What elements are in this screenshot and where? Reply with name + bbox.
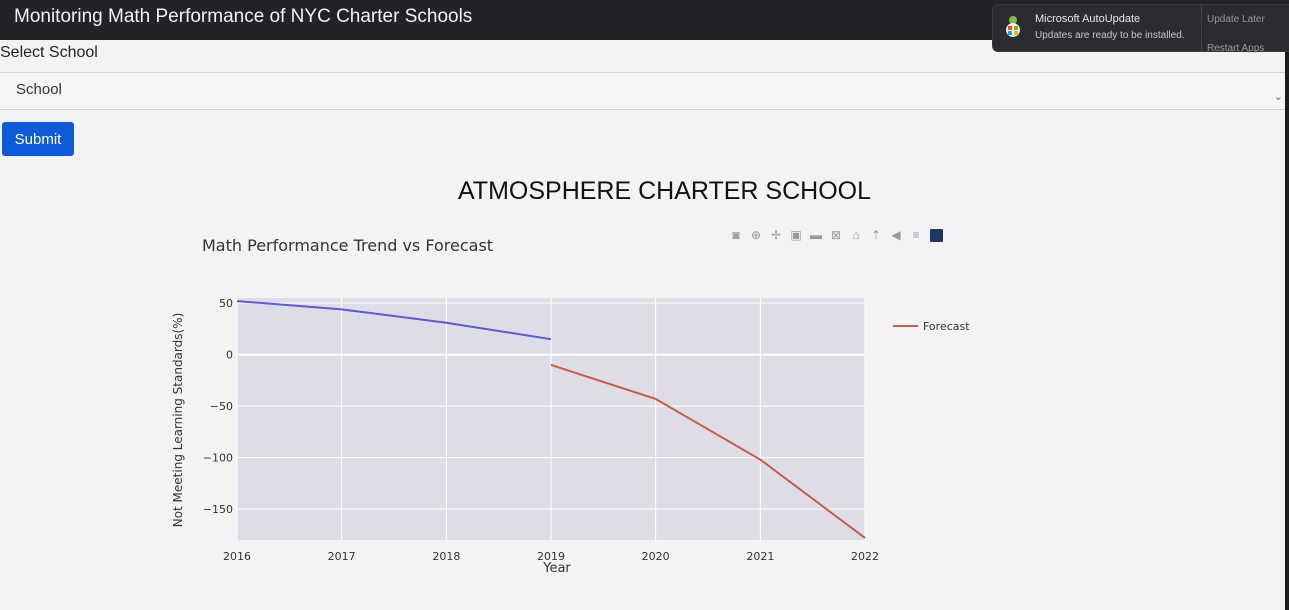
update-notification: Microsoft AutoUpdate Updates are ready t…	[992, 4, 1289, 54]
spike-lines-icon[interactable]: ⇡	[870, 228, 882, 242]
x-tick-label: 2019	[537, 550, 565, 563]
plotly-logo-icon[interactable]	[930, 229, 943, 242]
home-icon[interactable]: ⌂	[852, 228, 860, 242]
legend-forecast-label: Forecast	[923, 320, 970, 333]
autoupdate-icon	[1006, 16, 1020, 37]
chevron-down-icon[interactable]: ⌄	[1273, 91, 1283, 103]
camera-icon[interactable]: ◙	[732, 228, 740, 242]
y-axis: 50 0 −50 −100 −150	[203, 297, 233, 516]
autoscale-icon[interactable]: ⊠	[830, 228, 842, 242]
hover-compare-icon[interactable]: ≡	[912, 228, 920, 242]
x-tick-label: 2016	[223, 550, 251, 563]
zoom-in-icon[interactable]: ▣	[790, 228, 802, 242]
x-tick-label: 2021	[746, 550, 774, 563]
app-title: Monitoring Math Performance of NYC Chart…	[14, 6, 473, 27]
zoom-out-icon[interactable]: ▬	[810, 228, 822, 242]
x-axis-label: Year	[542, 561, 571, 576]
y-axis-label: Not Meeting Learning Standards(%)	[171, 313, 185, 528]
y-tick-label: −100	[203, 452, 233, 465]
hover-closest-icon[interactable]: ◀	[891, 228, 901, 242]
school-dropdown-value: School	[16, 81, 62, 98]
line-chart[interactable]: 2016 2017 2018 2019 2020 2021 2022 50 0 −50 −100 −…	[160, 280, 1000, 580]
y-tick-label: −150	[203, 503, 233, 516]
chart-title: Math Performance Trend vs Forecast	[202, 236, 494, 255]
legend[interactable]: Forecast	[893, 320, 970, 333]
x-tick-label: 2017	[328, 550, 356, 563]
notification-body: Updates are ready to be installed.	[1035, 30, 1185, 41]
y-tick-label: 50	[219, 297, 233, 310]
restart-apps-button[interactable]: Restart Apps	[1207, 43, 1265, 54]
pan-icon[interactable]: ✛	[770, 228, 782, 242]
grid-lines	[236, 298, 866, 540]
x-tick-label: 2018	[432, 550, 460, 563]
notification-divider	[1201, 5, 1202, 51]
main-page: Select School School ⌄ Submit ATMOSPHERE…	[0, 40, 1285, 610]
x-tick-label: 2020	[642, 550, 670, 563]
submit-button[interactable]: Submit	[2, 122, 74, 156]
history-series-line[interactable]	[236, 300, 552, 341]
select-school-label: Select School	[0, 44, 98, 61]
series-lines	[236, 300, 866, 539]
zoom-icon[interactable]: ⊕	[750, 228, 762, 242]
chart-modebar: ◙ ⊕ ✛ ▣ ▬ ⊠ ⌂ ⇡ ◀ ≡	[730, 228, 943, 245]
forecast-series-line[interactable]	[550, 363, 866, 539]
update-later-button[interactable]: Update Later	[1207, 14, 1265, 25]
notification-title: Microsoft AutoUpdate	[1035, 13, 1141, 25]
school-title: ATMOSPHERE CHARTER SCHOOL	[457, 177, 872, 205]
y-tick-label: −50	[210, 400, 233, 413]
school-dropdown[interactable]: School	[0, 72, 1285, 110]
y-tick-label: 0	[226, 349, 233, 362]
x-tick-label: 2022	[851, 550, 879, 563]
x-axis: 2016 2017 2018 2019 2020 2021 2022	[223, 550, 879, 563]
